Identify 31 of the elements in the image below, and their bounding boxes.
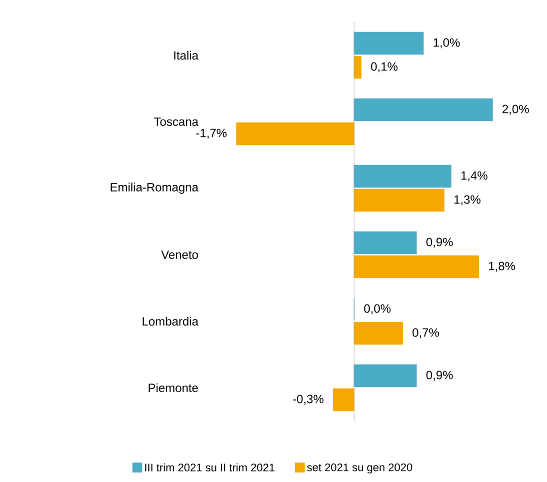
data-label: 0,1% (371, 62, 398, 72)
y-tick-label: Toscana (154, 118, 198, 126)
data-label: -1,7% (196, 128, 227, 139)
bar (354, 32, 424, 55)
bar (354, 188, 444, 212)
bar (332, 388, 355, 412)
legend-label: III trim 2021 su II trim 2021 (145, 463, 274, 472)
y-tick-label: Italia (174, 50, 198, 60)
bar (354, 322, 403, 345)
bar (354, 98, 493, 122)
data-label: 1,4% (461, 171, 488, 182)
bar (354, 255, 479, 278)
data-label: -0,3% (293, 394, 324, 405)
y-tick-label: Piemonte (148, 383, 198, 392)
y-tick-label: Emilia-Romagna (110, 182, 198, 194)
bar (354, 56, 362, 79)
bar (354, 164, 452, 188)
bar (354, 364, 417, 388)
y-tick-label: Lombardia (142, 316, 198, 326)
bar (236, 122, 355, 146)
y-tick-label: Veneto (161, 250, 198, 259)
data-label: 2,0% (502, 104, 529, 115)
data-label: 0,0% (364, 304, 391, 314)
data-label: 1,8% (489, 262, 516, 272)
data-label: 1,0% (434, 38, 460, 48)
bar (354, 231, 417, 254)
data-label: 1,3% (454, 195, 480, 206)
data-label: 0,9% (426, 238, 453, 248)
data-label: 0,7% (412, 328, 439, 338)
legend-label: set 2021 su gen 2020 (307, 463, 412, 474)
data-label: 0,9% (426, 370, 453, 381)
